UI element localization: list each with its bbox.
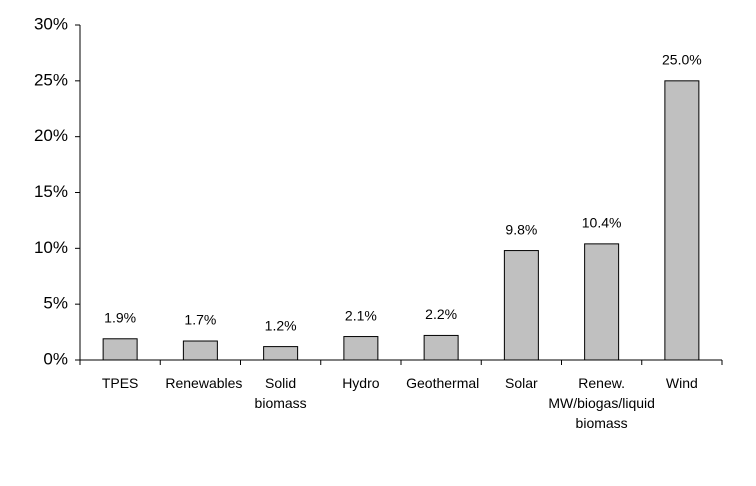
y-tick-label: 25% (34, 70, 68, 89)
value-label: 1.2% (265, 317, 297, 333)
x-tick-label-box: Renew. MW/biogas/liquid biomass (548, 375, 655, 431)
x-tick-label: Solid biomass (254, 375, 307, 411)
x-tick-label: Renewables (165, 375, 243, 391)
value-label: 2.2% (425, 306, 457, 322)
bar (263, 346, 299, 361)
bar (343, 336, 379, 361)
x-tick-label-box: Solid biomass (254, 375, 307, 411)
value-label: 25.0% (662, 52, 702, 68)
x-tick-label: Wind (665, 375, 698, 391)
y-tick-label: 15% (34, 182, 68, 201)
x-tick-label-box: Hydro (342, 375, 380, 391)
x-tick-label-box: Wind (665, 375, 698, 391)
x-tick-label-box: Renewables (165, 375, 243, 391)
value-label: 1.7% (184, 312, 216, 328)
value-label: 2.1% (345, 307, 377, 323)
y-tick-label: 20% (34, 126, 68, 145)
x-tick-label-box: Solar (505, 375, 538, 391)
x-tick-label: Renew. MW/biogas/liquid biomass (548, 375, 655, 431)
x-tick-label: TPES (101, 375, 139, 391)
x-tick-label: Solar (505, 375, 538, 391)
x-tick-label-box: Geothermal (406, 375, 480, 391)
y-tick-label: 30% (34, 14, 68, 33)
bar (584, 243, 620, 361)
x-tick-label: Geothermal (406, 375, 480, 391)
bar (423, 334, 459, 361)
value-label: 1.9% (104, 309, 136, 325)
bar (182, 340, 218, 361)
value-label: 9.8% (505, 221, 537, 237)
bar (102, 338, 138, 361)
y-tick-label: 10% (34, 238, 68, 257)
x-tick-label: Hydro (342, 375, 380, 391)
bar (503, 250, 539, 361)
y-tick-label: 5% (43, 294, 68, 313)
x-tick-label-box: TPES (101, 375, 139, 391)
y-tick-label: 0% (43, 349, 68, 368)
bar (664, 80, 700, 361)
value-label: 10.4% (582, 215, 622, 231)
